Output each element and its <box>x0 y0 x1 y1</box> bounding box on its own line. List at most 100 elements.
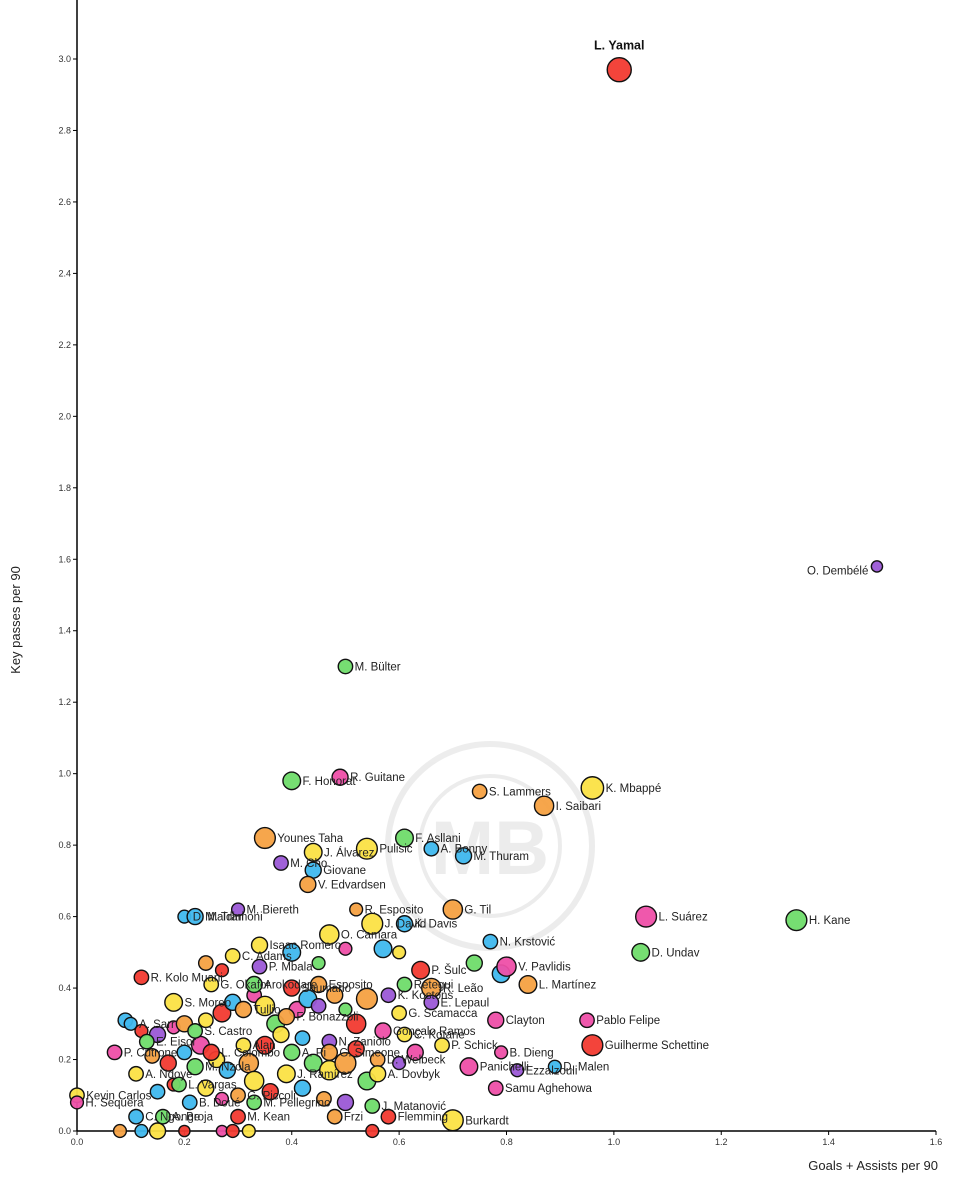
point-label: Burkardt <box>465 1115 509 1127</box>
point-label: P. Cutrone <box>124 1047 178 1059</box>
data-point <box>293 1079 312 1097</box>
data-point <box>230 902 246 917</box>
point-label: S. Lammers <box>489 787 551 799</box>
y-tick-label: 1.0 <box>58 769 71 779</box>
point-label: F. Asllani <box>415 833 460 845</box>
data-point <box>487 1080 504 1097</box>
data-point <box>336 1093 355 1112</box>
data-point <box>235 1037 252 1054</box>
point-label: J. Ramírez <box>297 1069 353 1081</box>
data-point <box>411 960 431 980</box>
point-label: R. Leão <box>443 983 483 995</box>
y-axis-title: Key passes per 90 <box>8 566 23 674</box>
point-label: Esposito <box>329 979 373 991</box>
point-label: Samu Aghehowa <box>505 1083 593 1095</box>
y-tick-label: 0.0 <box>58 1126 71 1136</box>
point-label: I. Saibari <box>556 801 601 813</box>
point-label: Flemming <box>398 1112 448 1124</box>
data-point <box>276 1064 296 1084</box>
point-label: K. Mbappé <box>606 783 662 795</box>
data-point <box>391 1005 408 1021</box>
data-point <box>785 909 808 932</box>
data-point <box>225 1123 240 1139</box>
point-label: C. Ngonge <box>145 1112 200 1124</box>
data-point <box>187 1023 204 1039</box>
point-label: Giovane <box>323 865 366 877</box>
point-label: Younes Taha <box>277 833 343 845</box>
data-point <box>338 941 353 956</box>
point-label: M. Bülter <box>355 661 401 673</box>
data-point <box>374 1022 392 1040</box>
data-point <box>250 936 269 954</box>
data-point <box>533 795 555 817</box>
data-point <box>368 1065 387 1083</box>
point-label: A. Sarr <box>139 1019 175 1031</box>
point-label: C. Adams <box>242 951 292 963</box>
data-point <box>133 969 150 986</box>
point-label: L. Martínez <box>539 979 597 991</box>
data-point <box>261 1082 279 1101</box>
data-point <box>273 855 289 871</box>
data-point <box>331 768 349 786</box>
point-label: J. Álvarez <box>324 846 375 859</box>
data-point <box>442 899 464 920</box>
data-point <box>186 907 204 926</box>
data-point <box>299 875 317 894</box>
point-label: Retegui <box>414 979 454 991</box>
point-label: Ezzalzouli <box>526 1065 578 1077</box>
point-label: M. Pellegrino <box>263 1097 330 1109</box>
data-point <box>197 1012 214 1029</box>
data-point <box>171 1076 187 1093</box>
data-point <box>380 1108 397 1125</box>
data-point <box>106 1044 123 1061</box>
point-label: Clayton <box>506 1015 545 1027</box>
y-tick-label: 1.8 <box>58 483 71 493</box>
point-label: E. Lepaul <box>441 997 490 1009</box>
point-label: Arokodare <box>264 979 317 991</box>
data-point <box>202 1043 220 1062</box>
data-point <box>319 924 340 945</box>
x-axis-title: Goals + Assists per 90 <box>808 1158 938 1173</box>
data-point <box>214 1091 230 1106</box>
point-label: Gonçalo Ramos <box>393 1026 476 1038</box>
point-label: Kevin Carlos <box>86 1090 151 1102</box>
y-tick-label: 1.2 <box>58 697 71 707</box>
data-point <box>396 1026 413 1043</box>
data-point <box>482 933 499 950</box>
point-label: V. Edvardsen <box>318 879 386 891</box>
data-point <box>134 1123 149 1139</box>
data-point <box>241 1123 256 1139</box>
data-point <box>345 1013 367 1035</box>
point-label: M. Thuram <box>474 851 529 863</box>
data-point <box>326 986 344 1004</box>
data-point <box>349 902 364 917</box>
point-label: E. Eisor <box>156 1037 196 1049</box>
data-point <box>197 1079 215 1097</box>
data-point <box>395 915 414 933</box>
point-label: F. Honorat <box>303 776 357 788</box>
data-point <box>494 1045 509 1060</box>
y-tick-label: 2.2 <box>58 340 71 350</box>
data-point <box>218 1061 237 1079</box>
data-point <box>224 948 241 964</box>
data-point <box>394 828 414 848</box>
y-tick-label: 0.8 <box>58 840 71 850</box>
point-label: P. Šulc <box>431 964 466 977</box>
data-point <box>631 942 651 962</box>
data-point <box>138 1033 155 1050</box>
svg-text:MB: MB <box>431 806 549 891</box>
data-point <box>176 1044 193 1061</box>
point-label: H. Sequera <box>85 1097 144 1109</box>
point-label: Pulisic <box>379 844 412 856</box>
data-point <box>272 1025 290 1044</box>
data-point <box>246 1094 263 1111</box>
data-point <box>459 1057 479 1077</box>
y-tick-label: 1.4 <box>58 626 71 636</box>
data-point <box>112 1123 128 1139</box>
data-point <box>518 974 538 994</box>
data-point <box>406 1043 424 1062</box>
y-tick-label: 1.6 <box>58 554 71 564</box>
data-point <box>69 1095 85 1110</box>
data-point <box>487 1011 505 1029</box>
point-label: G. Scamacca <box>408 1008 478 1020</box>
